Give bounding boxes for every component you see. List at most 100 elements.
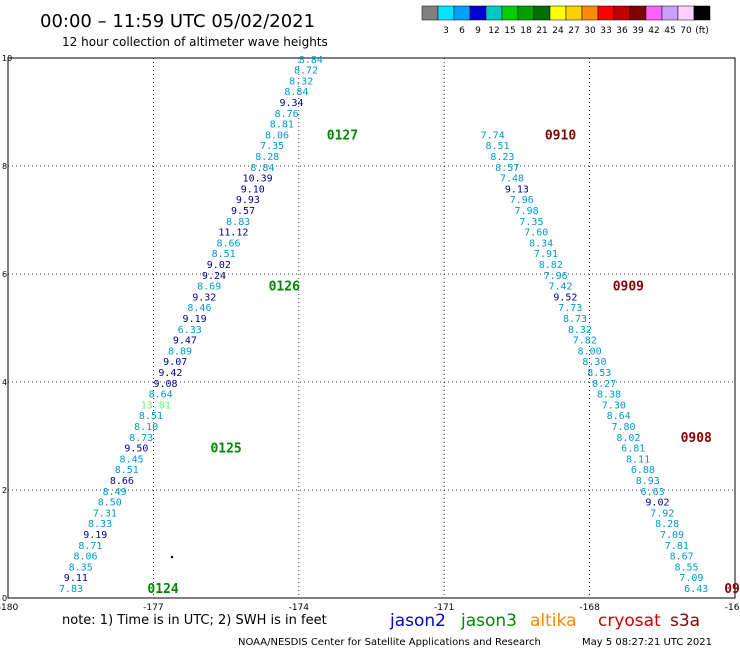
wave-height-point: 8.64 xyxy=(149,390,173,401)
x-tick-label: -180 xyxy=(0,603,18,613)
chart-subtitle: 12 hour collection of altimeter wave hei… xyxy=(62,35,328,49)
wave-height-point: 8.38 xyxy=(597,390,621,401)
color-bin-swatch xyxy=(453,5,471,21)
color-bin-label: 27 xyxy=(568,26,579,36)
wave-height-point: 8.45 xyxy=(120,454,144,465)
wave-height-point: 7.48 xyxy=(500,174,524,185)
wave-height-point: 8.51 xyxy=(485,141,509,152)
wave-height-point: 9.08 xyxy=(153,379,177,390)
wave-height-point: 8.69 xyxy=(197,282,221,293)
wave-height-point: 8.10 xyxy=(134,422,158,433)
pass-time-label: 0909 xyxy=(613,280,644,295)
wave-height-point: 9.19 xyxy=(183,314,207,325)
wave-height-point: 8.51 xyxy=(139,411,163,422)
wave-height-point: 8.84 xyxy=(250,163,274,174)
x-axis-ticks: -180 -177 -174 -171 -168 -165 xyxy=(0,603,740,613)
wave-height-point: 7.96 xyxy=(544,271,568,282)
wave-height-point: 8.89 xyxy=(168,346,192,357)
wave-height-point: 9.10 xyxy=(241,184,265,195)
grid-lines xyxy=(8,58,735,598)
wave-height-point: 7.09 xyxy=(679,573,703,584)
y-tick-label: 8 xyxy=(2,162,7,171)
pass-time-label: 0127 xyxy=(327,128,358,143)
stray-dot xyxy=(170,555,174,559)
color-bin-label: 42 xyxy=(648,26,659,36)
color-bin-label: (ft) xyxy=(695,26,709,36)
color-bin-label: 12 xyxy=(488,26,499,36)
x-tick-label: -177 xyxy=(143,603,163,613)
color-bin-swatch xyxy=(469,5,487,21)
wave-height-point: 7.81 xyxy=(665,541,689,552)
color-scale-legend: 3 6 9 12 15 18 21 24 27 30 33 36 39 42 45 70 (ft) xyxy=(421,5,711,36)
color-bin-swatch xyxy=(693,5,711,21)
color-bin-label: 21 xyxy=(536,26,547,36)
color-bin-label: 9 xyxy=(475,26,481,36)
footer-note: note: 1) Time is in UTC; 2) SWH is in fe… xyxy=(62,613,327,628)
color-bin-swatch xyxy=(517,5,535,21)
timestamp-text: May 5 08:27:21 UTC 2021 xyxy=(582,637,712,648)
wave-height-point: 8.34 xyxy=(529,238,553,249)
color-bin-label: 36 xyxy=(616,26,628,36)
wave-height-point: 7.35 xyxy=(519,217,543,228)
wave-height-point: 8.51 xyxy=(115,465,139,476)
wave-height-point: 7.09 xyxy=(660,530,684,541)
wave-height-point: 7.96 xyxy=(510,195,534,206)
satellite-legend-jason3: jason3 xyxy=(460,611,517,631)
wave-height-point: 6.88 xyxy=(631,465,655,476)
wave-height-point: 7.92 xyxy=(650,508,674,519)
plot-frame xyxy=(7,57,736,599)
wave-height-point: 8.46 xyxy=(187,303,211,314)
time-labels: 0124 0125 0126 0127 0907 0908 0909 0910 xyxy=(147,128,740,597)
wave-height-point: 8.67 xyxy=(670,552,694,563)
wave-height-point: 9.47 xyxy=(173,336,197,347)
color-bin-label: 70 xyxy=(680,26,692,36)
color-bin-label: 45 xyxy=(664,26,675,36)
wave-height-point: 9.24 xyxy=(202,271,226,282)
pass-time-label: 0908 xyxy=(681,431,712,446)
wave-height-point: 8.57 xyxy=(495,163,519,174)
wave-height-point: 7.98 xyxy=(515,206,539,217)
wave-height-point: 8.84 xyxy=(299,55,323,66)
color-bin-label: 24 xyxy=(552,26,564,36)
color-bin-swatch xyxy=(565,5,583,21)
satellite-legend-cryosat: cryosat xyxy=(598,611,661,631)
wave-height-point: 6.81 xyxy=(621,444,645,455)
wave-height-point: 7.82 xyxy=(573,336,597,347)
y-tick-label: 10 xyxy=(2,54,12,63)
color-bin-label: 39 xyxy=(632,26,644,36)
wave-height-point: 8.84 xyxy=(284,87,308,98)
wave-height-point: 8.76 xyxy=(275,109,299,120)
x-tick-label: -174 xyxy=(289,603,310,613)
credit-text: NOAA/NESDIS Center for Satellite Applica… xyxy=(238,637,541,648)
wave-height-point: 8.50 xyxy=(98,498,122,509)
wave-height-point: 8.23 xyxy=(490,152,514,163)
wave-height-point: 8.00 xyxy=(578,346,602,357)
wave-height-point: 8.51 xyxy=(212,249,236,260)
wave-height-point: 7.91 xyxy=(534,249,558,260)
color-bin-swatch xyxy=(581,5,599,21)
wave-height-point: 10.39 xyxy=(243,174,273,185)
wave-height-point: 9.42 xyxy=(158,368,182,379)
data-points: 7.839.118.358.068.719.198.337.318.508.49… xyxy=(59,55,708,595)
x-tick-label: -168 xyxy=(579,603,600,613)
color-bin-label: 30 xyxy=(584,26,596,36)
y-tick-label: 0 xyxy=(2,594,7,603)
wave-height-point: 8.35 xyxy=(69,562,93,573)
color-bin-label: 6 xyxy=(459,26,465,36)
satellite-legend-jason2: jason2 xyxy=(389,611,446,631)
wave-height-point: 13.81 xyxy=(141,400,171,411)
wave-height-point: 8.53 xyxy=(587,368,611,379)
wave-height-point: 8.32 xyxy=(568,325,592,336)
y-tick-label: 4 xyxy=(2,378,7,387)
pass-time-label: 0126 xyxy=(269,280,300,295)
wave-height-point: 8.66 xyxy=(110,476,134,487)
wave-height-point: 8.49 xyxy=(103,487,127,498)
wave-height-point: 7.74 xyxy=(481,130,505,141)
wave-height-point: 9.11 xyxy=(64,573,88,584)
x-tick-label: -165 xyxy=(725,603,740,613)
wave-height-point: 8.82 xyxy=(539,260,563,271)
color-bin-label: 3 xyxy=(443,26,449,36)
wave-height-point: 6.63 xyxy=(641,487,665,498)
wave-height-point: 8.33 xyxy=(88,519,112,530)
